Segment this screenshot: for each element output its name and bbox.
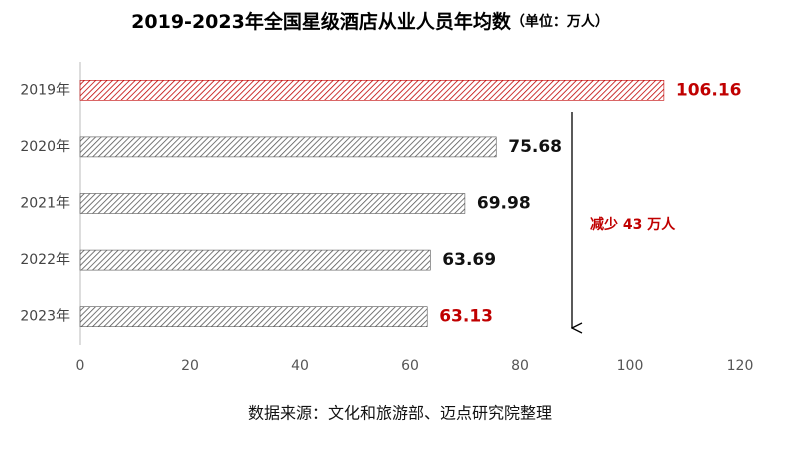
bar <box>79 249 431 271</box>
x-tick-label: 60 <box>401 358 419 374</box>
value-label: 75.68 <box>508 137 562 157</box>
x-tick-label: 40 <box>291 358 309 374</box>
value-label: 63.69 <box>442 250 496 270</box>
y-tick-label: 2021年 <box>20 196 70 212</box>
annotation: 减少 43 万人 <box>590 216 676 233</box>
y-tick-label: 2020年 <box>20 139 70 155</box>
y-tick-label: 2019年 <box>20 82 70 98</box>
value-label: 63.13 <box>439 307 493 327</box>
value-label: 69.98 <box>477 194 531 214</box>
bar <box>79 193 466 214</box>
bar <box>79 136 497 158</box>
subtitle: （单位：万人） <box>511 13 609 30</box>
x-tick-label: 100 <box>617 358 644 374</box>
bar <box>79 306 428 328</box>
x-tick-label: 120 <box>727 358 754 374</box>
y-tick-label: 2023年 <box>20 309 70 325</box>
value-label: 106.16 <box>676 80 742 100</box>
x-tick-label: 20 <box>181 358 199 374</box>
bar <box>79 80 665 101</box>
x-tick-label: 80 <box>511 358 529 374</box>
source: 数据来源：文化和旅游部、迈点研究院整理 <box>248 404 552 423</box>
x-tick-label: 0 <box>76 358 85 374</box>
chart-title: 2019-2023年全国星级酒店从业人员年均数（单位：万人） <box>131 10 609 33</box>
title: 2019-2023年全国星级酒店从业人员年均数 <box>131 10 512 33</box>
y-tick-label: 2022年 <box>20 252 70 268</box>
